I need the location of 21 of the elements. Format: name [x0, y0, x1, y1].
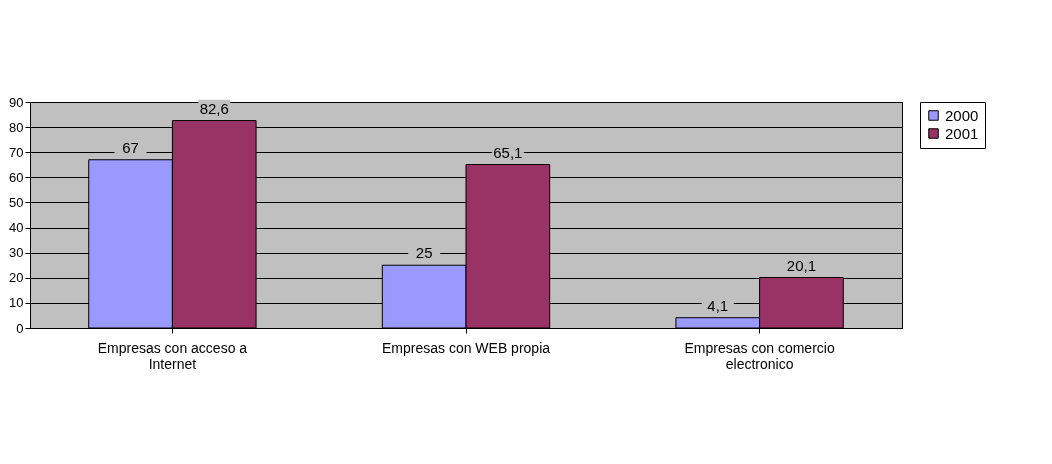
y-tick-label: 0 [16, 320, 24, 336]
data-label: 67 [122, 138, 139, 156]
y-tick-label: 60 [9, 169, 24, 185]
y-tick-label: 50 [9, 194, 24, 210]
legend-label: 2000 [945, 106, 979, 124]
data-label: 65,1 [493, 143, 523, 161]
y-tick-label: 20 [9, 270, 24, 286]
y-tick-label: 80 [9, 119, 24, 135]
legend-label: 2001 [945, 124, 979, 142]
x-tick-label: Empresas con WEB propia [381, 339, 551, 356]
data-label: 4,1 [707, 296, 729, 314]
data-label: 20,1 [786, 256, 817, 274]
y-tick-label: 40 [9, 220, 24, 236]
x-tick-label: Empresas con comercio electronico [684, 339, 835, 372]
x-tick-label: Empresas con acceso a Internet [97, 339, 248, 372]
y-tick-label: 10 [9, 295, 24, 311]
data-label: 82,6 [199, 99, 229, 117]
y-tick-label: 30 [9, 245, 24, 261]
y-tick-label: 90 [9, 94, 24, 110]
y-tick-label: 70 [9, 144, 24, 160]
data-label: 25 [415, 244, 433, 262]
